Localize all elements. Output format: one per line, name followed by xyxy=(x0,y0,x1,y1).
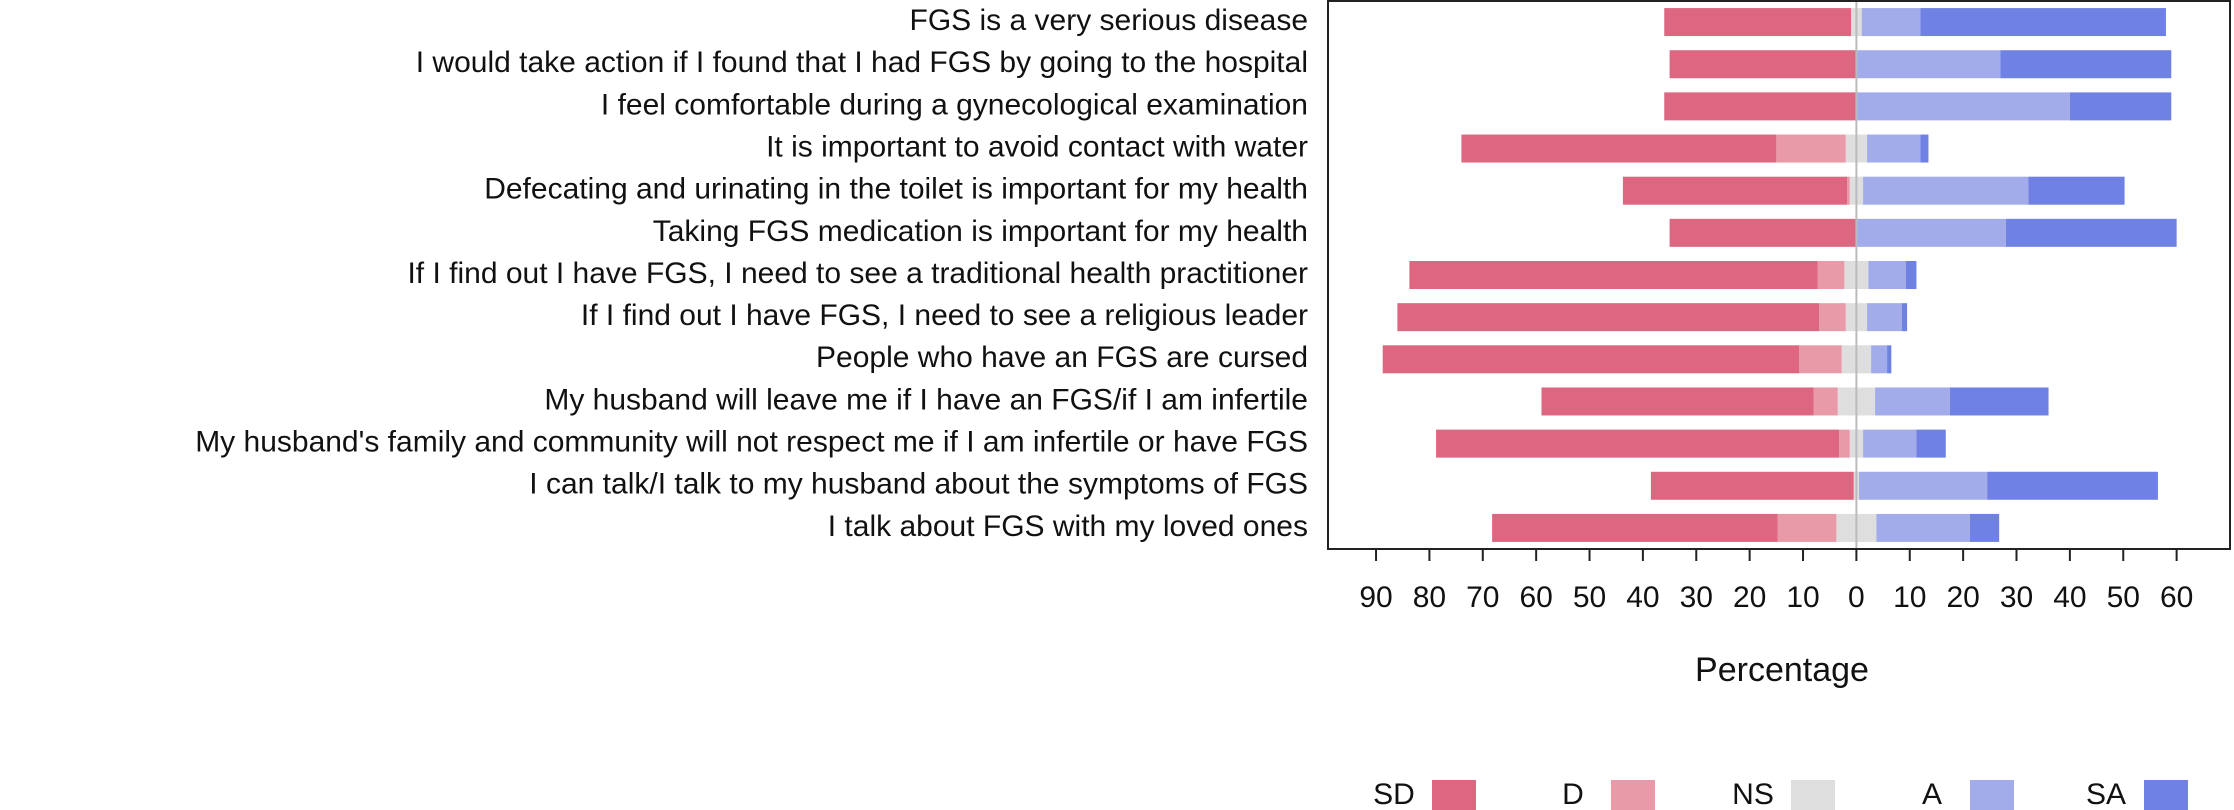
category-label: Defecating and urinating in the toilet i… xyxy=(484,173,1308,206)
bar-segment xyxy=(1916,429,1946,458)
x-tick-label: 10 xyxy=(1786,581,1819,614)
bar-segment xyxy=(1949,387,2049,416)
category-label: I feel comfortable during a gynecologica… xyxy=(601,88,1308,121)
bar-segment xyxy=(1492,513,1778,542)
legend-label: NS xyxy=(1732,778,1774,810)
bar-segment xyxy=(1920,8,2166,37)
bar-segment xyxy=(1777,513,1837,542)
x-tick-label: 0 xyxy=(1848,581,1865,614)
legend-swatch xyxy=(1432,780,1476,810)
x-tick-label: 30 xyxy=(2000,581,2033,614)
plot-frame xyxy=(1327,0,2231,550)
category-label: If I find out I have FGS, I need to see … xyxy=(407,257,1308,290)
x-tick-label: 10 xyxy=(1893,581,1926,614)
category-label: I can talk/I talk to my husband about th… xyxy=(529,468,1308,501)
x-tick-label: 70 xyxy=(1466,581,1499,614)
bar-segment xyxy=(1436,429,1840,458)
bar-segment xyxy=(1867,134,1921,163)
x-tick-label: 80 xyxy=(1413,581,1446,614)
bar-segment xyxy=(1856,92,2070,121)
bar-segment xyxy=(1901,303,1908,332)
x-tick-label: 90 xyxy=(1359,581,1392,614)
bar-segment xyxy=(1920,134,1929,163)
bar-segment xyxy=(1863,429,1917,458)
category-label: FGS is a very serious disease xyxy=(910,4,1308,37)
category-label: People who have an FGS are cursed xyxy=(816,341,1308,374)
bar-segment xyxy=(2069,92,2172,121)
bar-segment xyxy=(1987,471,2158,500)
legend-label: SD xyxy=(1373,778,1415,810)
bar-segment xyxy=(1871,345,1888,374)
bar-segment xyxy=(1863,176,2029,205)
bar-segment xyxy=(1839,429,1850,458)
bar-segment xyxy=(1813,387,1838,416)
bar-segment xyxy=(1397,303,1820,332)
x-tick-label: 40 xyxy=(1626,581,1659,614)
bar-segment xyxy=(1461,134,1777,163)
bar-segment xyxy=(2000,50,2172,79)
x-tick-label: 60 xyxy=(1519,581,1552,614)
bar-segment xyxy=(1819,303,1846,332)
bar-segment xyxy=(1905,261,1917,289)
legend-label: A xyxy=(1922,778,1942,810)
bar-segment xyxy=(1650,471,1854,500)
bar-segment xyxy=(1859,471,1988,500)
legend-swatch xyxy=(1791,780,1835,810)
x-tick-label: 40 xyxy=(2053,581,2086,614)
category-label: I would take action if I found that I ha… xyxy=(416,46,1308,79)
bar-segment xyxy=(1622,176,1848,205)
bar-segment xyxy=(1541,387,1814,416)
category-label: I talk about FGS with my loved ones xyxy=(828,510,1308,543)
x-tick-label: 50 xyxy=(1573,581,1606,614)
bar-segment xyxy=(2005,218,2177,247)
bar-segment xyxy=(1664,8,1852,37)
x-tick-label: 50 xyxy=(2107,581,2140,614)
category-label: Taking FGS medication is important for m… xyxy=(653,215,1308,248)
bar-segment xyxy=(1861,8,1921,37)
bar-segment xyxy=(1875,387,1950,416)
bar-segment xyxy=(1669,218,1857,247)
x-tick-label: 60 xyxy=(2160,581,2193,614)
bar-segment xyxy=(1868,261,1906,289)
bar-segment xyxy=(1776,134,1846,163)
category-label: It is important to avoid contact with wa… xyxy=(766,130,1308,163)
category-label: My husband's family and community will n… xyxy=(195,426,1308,459)
bar-segment xyxy=(1669,50,1857,79)
legend-swatch xyxy=(1970,780,2014,810)
bar-segment xyxy=(1856,50,2001,79)
bar-segment xyxy=(1887,345,1892,374)
x-tick-label: 20 xyxy=(1946,581,1979,614)
legend-label: SA xyxy=(2086,778,2126,810)
bar-segment xyxy=(1876,513,1970,542)
bar-segment xyxy=(1867,303,1902,332)
bar-segment xyxy=(2028,176,2125,205)
category-label: If I find out I have FGS, I need to see … xyxy=(581,299,1308,332)
category-label: My husband will leave me if I have an FG… xyxy=(544,383,1308,416)
bar-segment xyxy=(1856,218,2006,247)
legend-label: D xyxy=(1562,778,1584,810)
x-tick-label: 20 xyxy=(1733,581,1766,614)
bar-segment xyxy=(1664,92,1857,121)
legend-swatch xyxy=(1611,780,1655,810)
bar-segment xyxy=(1799,345,1842,374)
x-tick-label: 30 xyxy=(1680,581,1713,614)
bar-segment xyxy=(1382,345,1800,374)
legend-swatch xyxy=(2144,780,2188,810)
bar-segment xyxy=(1817,261,1845,289)
x-axis-label: Percentage xyxy=(1695,651,1869,689)
bar-segment xyxy=(1409,261,1818,289)
bar-segment xyxy=(1847,176,1850,205)
bar-segment xyxy=(1969,513,2000,542)
